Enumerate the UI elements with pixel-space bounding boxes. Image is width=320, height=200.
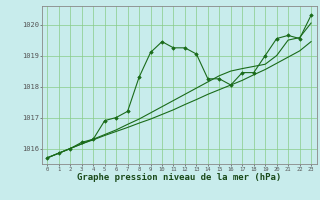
X-axis label: Graphe pression niveau de la mer (hPa): Graphe pression niveau de la mer (hPa) xyxy=(77,173,281,182)
